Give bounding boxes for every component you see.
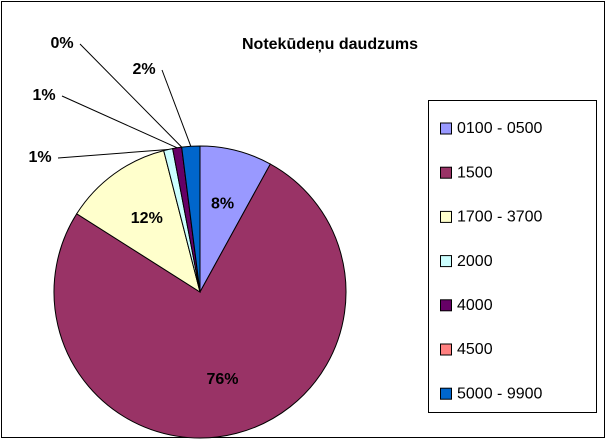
legend-label: 1500 — [457, 164, 493, 181]
legend-swatch — [440, 299, 452, 312]
legend-swatch — [440, 387, 452, 400]
leader-line — [161, 69, 192, 147]
pie-slice — [53, 163, 347, 439]
legend-swatch — [440, 166, 452, 179]
legend-label: 0100 - 0500 — [457, 120, 543, 137]
slice-label: 76% — [206, 371, 238, 388]
leader-line — [61, 95, 178, 149]
slice-label: 1% — [32, 87, 55, 104]
legend-swatch — [440, 343, 452, 356]
leader-line — [57, 149, 169, 159]
slice-label: 12% — [131, 210, 163, 227]
legend-box — [428, 100, 597, 413]
slice-label: 8% — [211, 196, 234, 213]
legend-label: 4500 — [457, 341, 493, 358]
chart-title: Notekūdeņu daudzums — [242, 36, 418, 53]
legend-swatch — [440, 122, 452, 135]
legend-label: 1700 - 3700 — [457, 209, 543, 226]
leader-line — [79, 43, 183, 148]
legend-swatch — [440, 210, 452, 223]
legend-swatch — [440, 255, 452, 268]
slice-label: 0% — [50, 35, 73, 52]
legend-label: 2000 — [457, 253, 493, 270]
slice-label: 2% — [132, 61, 155, 78]
legend-label: 5000 - 9900 — [457, 385, 543, 402]
pie-slice — [76, 149, 201, 294]
slice-label: 1% — [28, 149, 51, 166]
legend-label: 4000 — [457, 297, 493, 314]
